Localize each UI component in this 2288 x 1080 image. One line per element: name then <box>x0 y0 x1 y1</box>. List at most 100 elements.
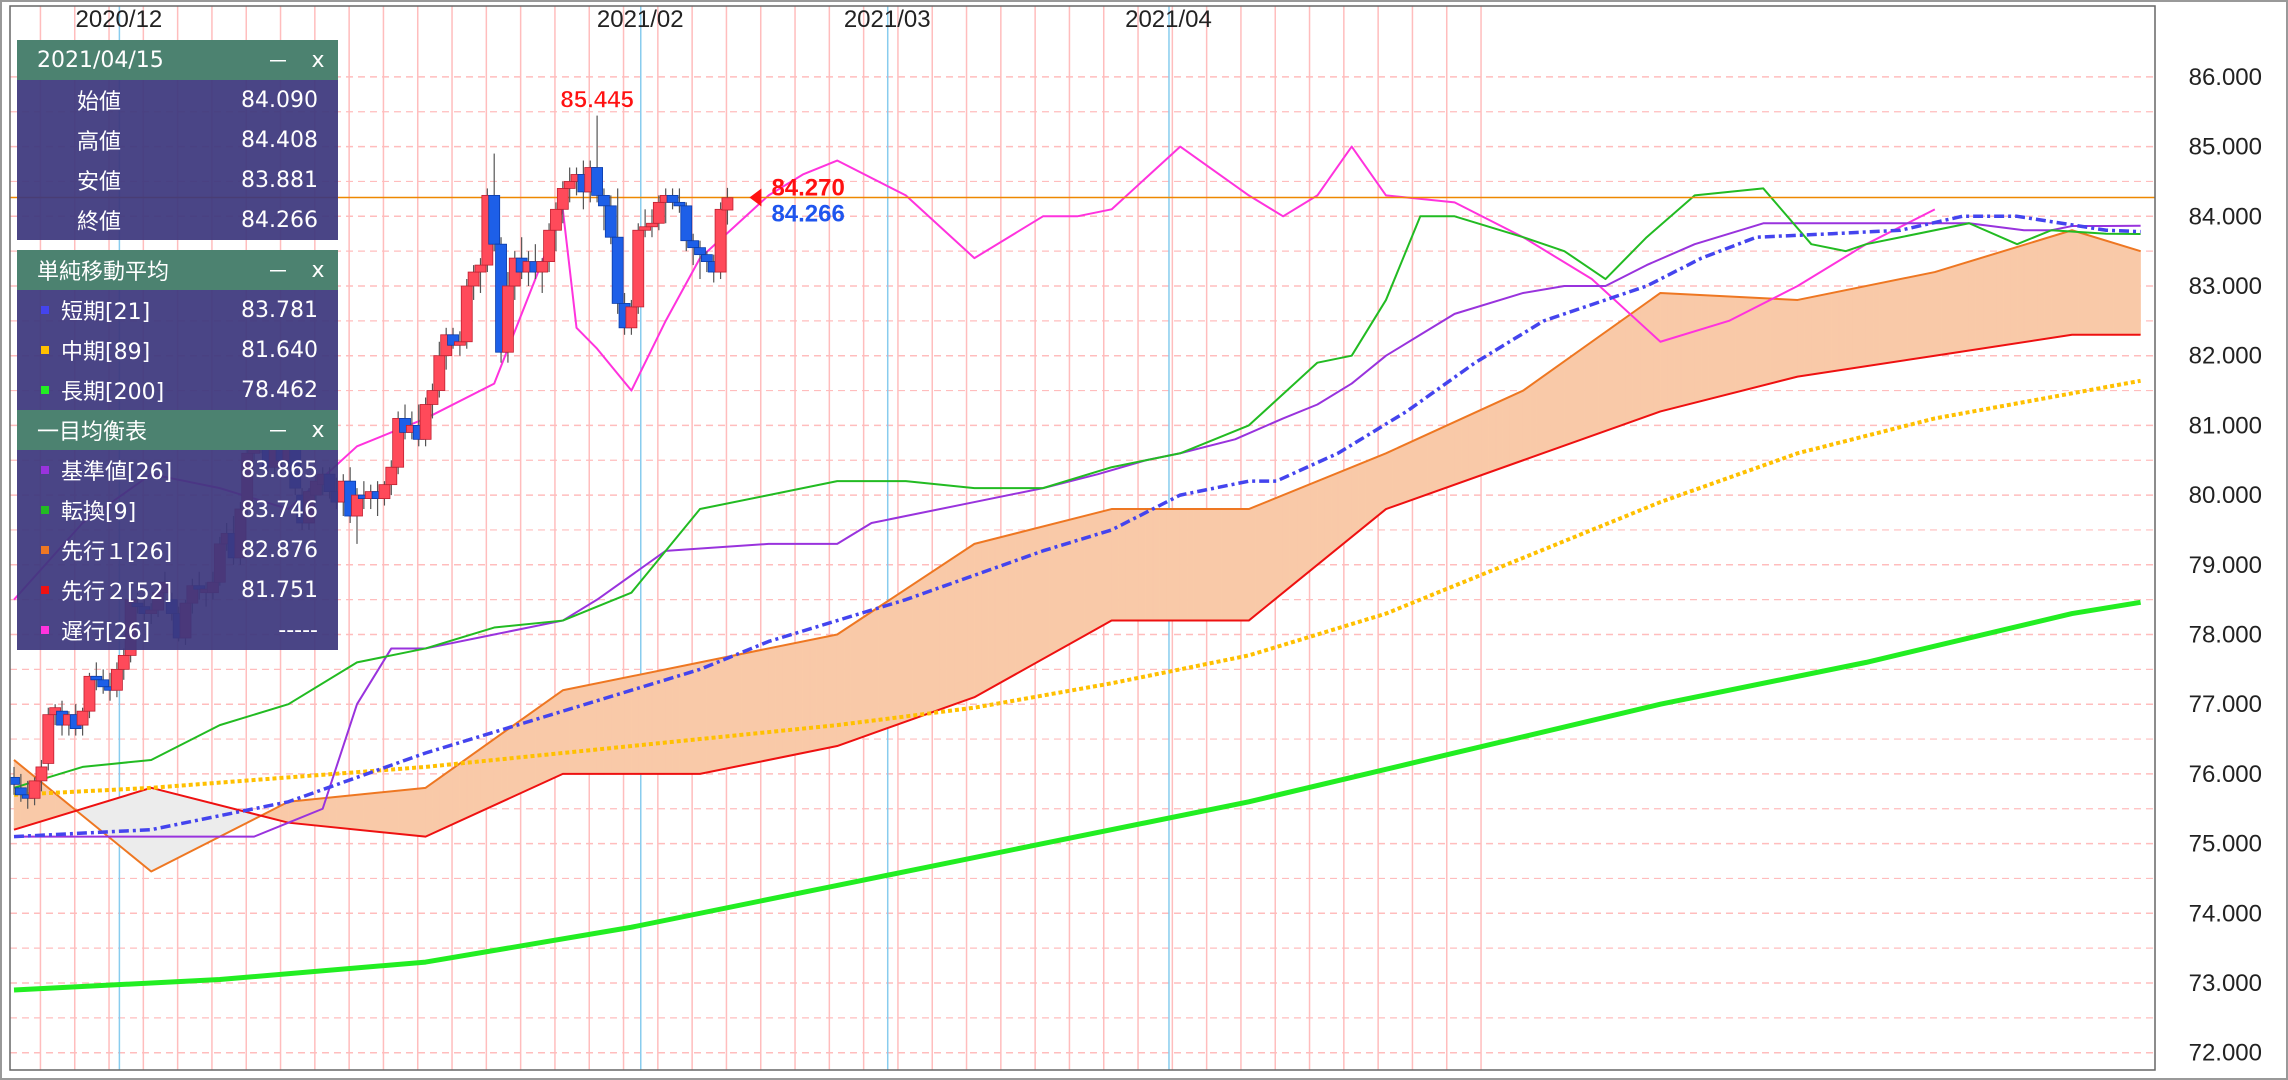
kumo-segment <box>1941 267 1949 355</box>
kumo-segment <box>919 575 927 718</box>
kumo-segment <box>1111 508 1119 621</box>
kumo-segment <box>1749 297 1757 390</box>
kumo-segment <box>548 694 557 781</box>
up-candle-body <box>419 404 432 440</box>
legend-swatch <box>41 586 49 594</box>
kumo-segment <box>459 758 468 822</box>
candle <box>351 488 363 544</box>
kumo-segment <box>1289 489 1298 588</box>
kumo-segment <box>1797 298 1805 377</box>
kumo-segment <box>1618 316 1627 427</box>
kumo-segment <box>377 791 385 833</box>
candle <box>680 202 693 252</box>
kumo-segment <box>1392 446 1400 507</box>
close-button[interactable]: x <box>311 257 325 283</box>
up-candle-body <box>563 181 576 189</box>
kumo-segment <box>1852 287 1860 369</box>
kumo-segment <box>1125 508 1133 621</box>
candle <box>611 188 624 314</box>
y-tick-label: 85.000 <box>2189 134 2262 161</box>
kumo-segment <box>1529 380 1538 459</box>
kumo-segment <box>1461 415 1469 483</box>
candle <box>447 327 459 349</box>
kumo-segment <box>432 777 440 834</box>
kumo-segment <box>1015 531 1023 675</box>
kumo-segment <box>1269 497 1277 605</box>
legend-swatch <box>41 346 49 354</box>
y-tick-label: 78.000 <box>2189 622 2262 649</box>
candle <box>419 397 432 447</box>
sma-mid-line <box>13 378 2141 797</box>
chikou-line <box>13 145 1936 601</box>
kumo-segment <box>452 762 461 825</box>
down-candle-body <box>680 205 693 242</box>
candle <box>378 481 391 506</box>
kumo-segment <box>1468 412 1476 481</box>
up-candle-body <box>35 766 48 782</box>
kumo-segment <box>1639 302 1647 420</box>
sma-panel-title: 単純移動平均 <box>37 260 170 285</box>
kumo-segment <box>1769 298 1778 384</box>
candle <box>604 195 617 245</box>
ichimoku-row-kijun: 基準値[26] 83.865 <box>17 450 338 490</box>
kumo-segment <box>1831 291 1840 372</box>
kumo-segment <box>946 557 955 708</box>
kumo-segment <box>596 681 605 775</box>
kumo-segment <box>1996 250 2004 347</box>
kumo-segment <box>562 688 570 775</box>
kumo-segment <box>1474 408 1483 478</box>
last-close-label: 84.270 <box>771 174 844 201</box>
kumo-segment <box>391 790 399 835</box>
down-candle-body <box>10 776 20 785</box>
sma-row-short: 短期[21] 83.781 <box>17 290 338 330</box>
up-candle-body <box>117 655 130 670</box>
close-button[interactable]: x <box>311 417 325 443</box>
minimize-button[interactable]: － <box>266 260 289 285</box>
ichimoku-panel-header: 一目均衡表 － x <box>17 410 338 450</box>
kumo-segment <box>884 597 893 730</box>
candle <box>714 202 727 280</box>
kumo-segment <box>905 584 913 722</box>
minimize-button[interactable]: － <box>266 50 289 75</box>
candle <box>97 669 110 694</box>
kumo-segment <box>1865 284 1874 367</box>
candle <box>474 258 487 293</box>
kumo-segment <box>1056 520 1064 652</box>
ohlc-value: 84.266 <box>241 207 318 233</box>
down-candle-body <box>673 201 686 207</box>
kumo-segment <box>878 602 886 732</box>
kumo-segment <box>397 789 406 835</box>
kumo-segment <box>672 666 680 775</box>
high-price-marker: 85.445 <box>560 87 633 114</box>
kumo-segment <box>1838 289 1846 371</box>
kumo-segment <box>1372 455 1380 521</box>
kumo-segment <box>1234 508 1243 621</box>
minimize-button[interactable]: － <box>266 420 289 445</box>
sma-long-line <box>13 599 2142 993</box>
ichimoku-row-chikou: 遅行[26] ----- <box>17 610 338 650</box>
up-candle-body <box>556 188 569 210</box>
ichimoku-row-tenkan: 転換[9] 83.746 <box>17 490 338 530</box>
kumo-segment <box>1564 355 1572 446</box>
kumo-segment <box>1214 508 1222 621</box>
kumo-segment <box>198 799 207 848</box>
candle <box>76 707 89 736</box>
kijun-line <box>14 222 2141 838</box>
x-month-label: 2020/12 <box>76 6 163 33</box>
kumo-segment <box>1612 321 1620 429</box>
legend-swatch <box>41 306 49 314</box>
kumo-segment <box>411 788 419 837</box>
up-candle-body <box>550 208 562 231</box>
kumo-segment <box>1763 297 1771 386</box>
kumo-segment <box>1385 449 1394 510</box>
kumo-segment <box>336 795 344 829</box>
kumo-segment <box>1557 360 1565 449</box>
up-candle-body <box>42 714 55 764</box>
up-candle-body <box>453 341 466 346</box>
kumo-segment <box>1859 285 1867 368</box>
kumo-segment <box>658 669 666 775</box>
kumo-segment <box>1660 292 1668 412</box>
close-button[interactable]: x <box>311 47 325 73</box>
kumo-segment <box>981 540 989 694</box>
